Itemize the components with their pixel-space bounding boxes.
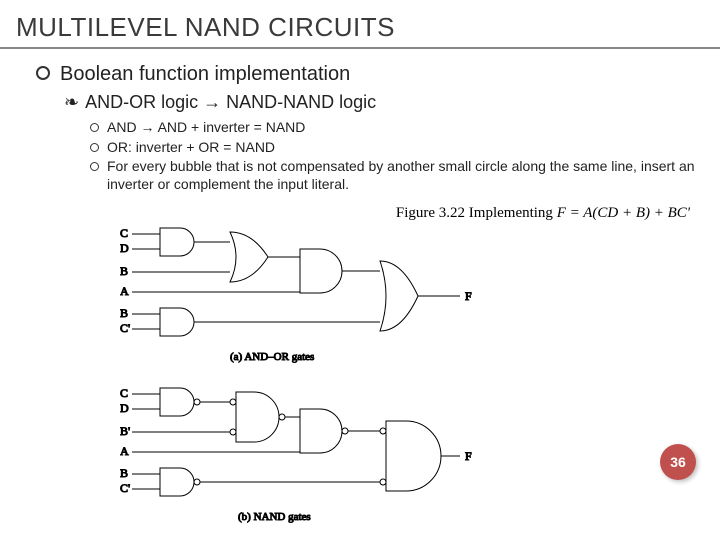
lvl3-text: OR: inverter + OR = NAND — [107, 139, 700, 157]
and-gate-icon — [160, 228, 194, 256]
output-label: F — [465, 289, 472, 303]
ring-bullet-icon — [36, 66, 50, 80]
page-number-badge: 36 — [660, 444, 696, 480]
nand-gate-icon — [386, 421, 441, 491]
bullet-level2: ❧ AND-OR logic → NAND-NAND logic — [64, 92, 700, 113]
lvl3-text: AND → AND + inverter = NAND — [107, 119, 700, 137]
figcap-math-lead: F = A — [557, 205, 593, 221]
input-label: D — [120, 401, 129, 415]
bullet-level3-list: AND → AND + inverter = NAND OR: inverter… — [90, 119, 700, 193]
input-label: B — [120, 466, 128, 480]
circle-bullet-icon — [90, 162, 99, 171]
content-area: Boolean function implementation ❧ AND-OR … — [0, 49, 720, 193]
lvl2-text: AND-OR logic → NAND-NAND logic — [85, 92, 376, 112]
input-label: A — [120, 444, 129, 458]
input-label: A — [120, 284, 129, 298]
input-label: B' — [120, 424, 130, 438]
circle-bullet-icon — [90, 143, 99, 152]
input-label: C — [120, 386, 128, 400]
circle-bullet-icon — [90, 123, 99, 132]
input-label: C — [120, 226, 128, 240]
list-item: OR: inverter + OR = NAND — [90, 139, 700, 157]
figure-caption: Figure 3.22 Implementing F = A(CD + B) +… — [396, 205, 690, 222]
circuit-diagram: C D B A B C' F (a) AND–OR gates C — [120, 225, 540, 525]
input-label: B — [120, 264, 128, 278]
input-label: D — [120, 241, 129, 255]
nand-gate-icon — [236, 392, 279, 442]
or-gate-icon — [230, 232, 268, 282]
input-label: B — [120, 306, 128, 320]
nand-gate-icon — [160, 388, 194, 416]
figcap-plain: Figure 3.22 Implementing — [396, 205, 557, 221]
figcap-math-paren: (CD + B) + BC' — [592, 205, 690, 221]
nand-gate-icon — [300, 409, 342, 453]
lvl3-text: For every bubble that is not compensated… — [107, 158, 700, 193]
and-gate-icon — [300, 249, 342, 293]
and-gate-icon — [160, 308, 194, 336]
nand-gate-icon — [160, 468, 194, 496]
list-item: For every bubble that is not compensated… — [90, 158, 700, 193]
or-gate-icon — [380, 261, 418, 331]
subfig-caption-a: (a) AND–OR gates — [230, 351, 314, 363]
subfig-caption-b: (b) NAND gates — [238, 511, 311, 523]
output-label: F — [465, 449, 472, 463]
input-label: C' — [120, 321, 130, 335]
input-label: C' — [120, 481, 130, 495]
squiggle-bullet-icon: ❧ — [64, 92, 79, 112]
slide-title: MULTILEVEL NAND CIRCUITS — [0, 0, 720, 49]
bullet-level1: Boolean function implementation — [36, 63, 700, 86]
lvl1-text: Boolean function implementation — [60, 63, 350, 85]
list-item: AND → AND + inverter = NAND — [90, 119, 700, 137]
